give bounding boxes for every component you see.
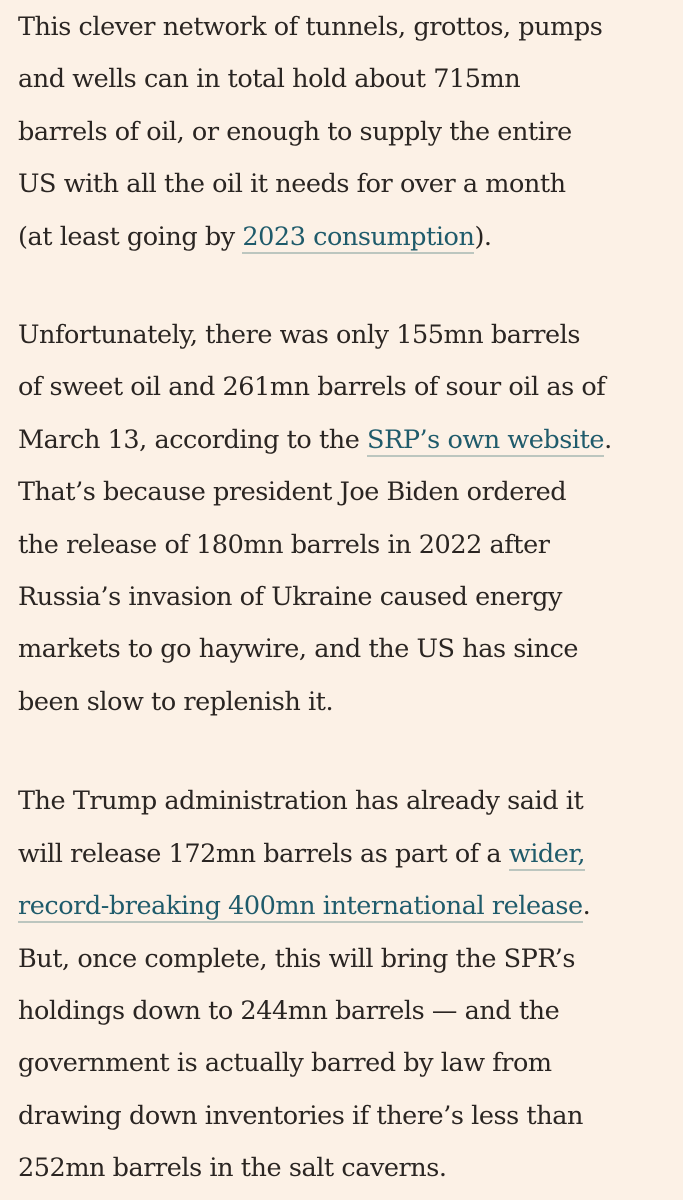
text-run: will release 172mn barrels as part of a: [18, 838, 509, 869]
paragraph-line: (at least going by 2023 consumption).: [18, 211, 678, 263]
paragraph-line: and wells can in total hold about 715mn: [18, 53, 678, 105]
text-run: US with all the oil it needs for over a …: [18, 169, 566, 200]
inline-link[interactable]: record-breaking 400mn international rele…: [18, 891, 583, 924]
text-run: ).: [474, 221, 492, 252]
paragraph-line: 252mn barrels in the salt caverns.: [18, 1142, 678, 1194]
text-run: Unfortunately, there was only 155mn barr…: [18, 320, 580, 351]
paragraph-line: been slow to replenish it.: [18, 676, 678, 728]
paragraph-line: drawing down inventories if there’s less…: [18, 1090, 678, 1142]
paragraph-line: That’s because president Joe Biden order…: [18, 466, 678, 518]
paragraph-line: Unfortunately, there was only 155mn barr…: [18, 309, 678, 361]
paragraph-1: This clever network of tunnels, grottos,…: [18, 1, 678, 263]
inline-link[interactable]: 2023 consumption: [242, 221, 475, 254]
text-run: The Trump administration has already sai…: [18, 786, 584, 817]
inline-link[interactable]: SRP’s own website: [367, 424, 605, 457]
text-run: .: [604, 424, 612, 455]
article-body: This clever network of tunnels, grottos,…: [18, 0, 678, 1195]
paragraph-line: This clever network of tunnels, grottos,…: [18, 1, 678, 53]
text-run: the release of 180mn barrels in 2022 aft…: [18, 529, 550, 560]
paragraph-line: barrels of oil, or enough to supply the …: [18, 106, 678, 158]
paragraph-line: government is actually barred by law fro…: [18, 1037, 678, 1089]
text-run: barrels of oil, or enough to supply the …: [18, 116, 572, 147]
text-run: But, once complete, this will bring the …: [18, 943, 575, 974]
text-run: .: [582, 891, 591, 922]
text-run: been slow to replenish it.: [18, 686, 334, 717]
paragraph-line: But, once complete, this will bring the …: [18, 933, 678, 985]
text-run: (at least going by: [18, 221, 243, 252]
inline-link[interactable]: wider,: [508, 838, 586, 871]
text-run: That’s because president Joe Biden order…: [18, 477, 567, 508]
paragraph-line: record-breaking 400mn international rele…: [18, 880, 678, 932]
paragraph-line: March 13, according to the SRP’s own web…: [18, 414, 678, 466]
text-run: and wells can in total hold about 715mn: [18, 64, 521, 95]
paragraph-3: The Trump administration has already sai…: [18, 775, 678, 1194]
paragraph-line: will release 172mn barrels as part of a …: [18, 828, 678, 880]
paragraph-line: markets to go haywire, and the US has si…: [18, 623, 678, 675]
text-run: Russia’s invasion of Ukraine caused ener…: [18, 582, 562, 613]
text-run: This clever network of tunnels, grottos,…: [18, 12, 603, 42]
paragraph-line: holdings down to 244mn barrels — and the: [18, 985, 678, 1037]
paragraph-line: the release of 180mn barrels in 2022 aft…: [18, 519, 678, 571]
paragraph-line: of sweet oil and 261mn barrels of sour o…: [18, 361, 678, 413]
text-run: markets to go haywire, and the US has si…: [18, 634, 579, 665]
text-run: holdings down to 244mn barrels — and the: [18, 995, 560, 1026]
text-run: of sweet oil and 261mn barrels of sour o…: [18, 372, 606, 403]
text-run: March 13, according to the: [18, 424, 368, 455]
paragraph-2: Unfortunately, there was only 155mn barr…: [18, 309, 678, 728]
text-run: government is actually barred by law fro…: [18, 1048, 552, 1079]
text-run: drawing down inventories if there’s less…: [18, 1100, 583, 1131]
paragraph-line: The Trump administration has already sai…: [18, 775, 678, 827]
paragraph-line: US with all the oil it needs for over a …: [18, 158, 678, 210]
paragraph-line: Russia’s invasion of Ukraine caused ener…: [18, 571, 678, 623]
text-run: 252mn barrels in the salt caverns.: [18, 1153, 447, 1184]
